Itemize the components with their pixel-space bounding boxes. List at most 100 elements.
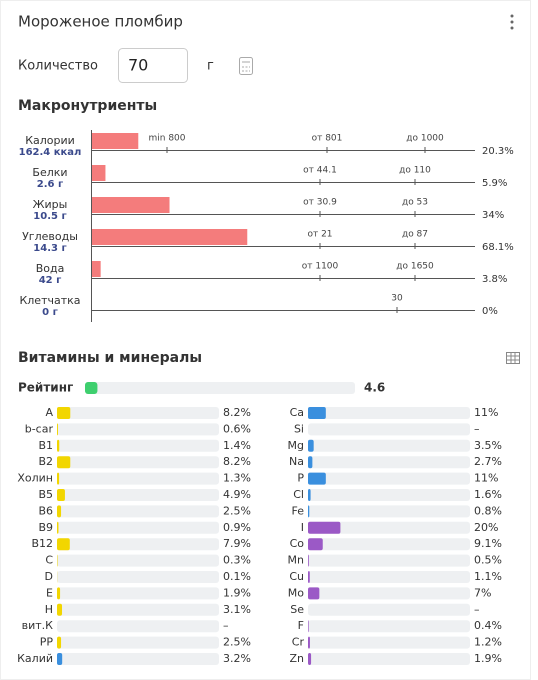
macro-bar <box>92 197 170 213</box>
menu-button[interactable] <box>510 14 514 30</box>
norm-label: до 53 <box>402 198 428 208</box>
macro-name: Жиры <box>33 198 68 211</box>
nutrient-track <box>308 571 470 583</box>
nutrient-bar <box>308 439 314 452</box>
nutrient-track <box>57 489 219 501</box>
nutrient-bar <box>308 636 310 649</box>
quantity-label: Количество <box>18 59 98 74</box>
rating-value: 4.6 <box>364 381 385 395</box>
macro-bar <box>92 133 139 149</box>
macro-name: Вода <box>36 262 65 275</box>
nutrient-bar <box>308 521 341 534</box>
nutrient-track <box>308 554 470 567</box>
nutrient-percent: 8.2% <box>223 406 251 419</box>
nutrient-bar <box>308 653 312 665</box>
nutrient-percent: 7.9% <box>223 537 251 550</box>
nutrient-name: b-car <box>25 422 54 435</box>
macro-amount: 162.4 ккал <box>19 147 82 158</box>
norm-label: до 1000 <box>406 134 444 144</box>
nutrient-track <box>57 538 219 551</box>
nutrient-percent: 2.5% <box>223 636 251 649</box>
macro-bar <box>92 165 106 181</box>
nutrient-track <box>308 489 470 501</box>
nutrient-name: PP <box>40 636 54 649</box>
nutrient-bar <box>308 472 326 485</box>
rating-label: Рейтинг <box>18 381 73 395</box>
nutrient-percent: 0.5% <box>474 554 502 567</box>
nutrient-bar <box>57 407 71 419</box>
nutrient-track <box>57 407 219 419</box>
nutrient-name: Na <box>289 455 304 468</box>
nutrient-percent: 0.9% <box>223 521 251 534</box>
nutrient-bar <box>57 587 61 600</box>
nutrient-bar <box>57 653 63 665</box>
nutrient-name: B6 <box>38 504 53 517</box>
table-icon[interactable] <box>506 352 520 365</box>
nutrient-name: B5 <box>38 488 53 501</box>
macro-bar <box>92 229 248 245</box>
norm-label: до 87 <box>402 230 428 240</box>
nutrient-name: Калий <box>17 652 53 665</box>
nutrient-bar <box>308 620 309 633</box>
nutrient-bar <box>57 456 71 469</box>
nutrient-bar <box>57 538 70 551</box>
nutrient-name: Co <box>290 537 305 550</box>
nutrient-bar <box>308 554 309 567</box>
nutrient-percent: 11% <box>474 406 498 419</box>
nutrient-percent: 1.2% <box>474 636 502 649</box>
nutrient-percent: – <box>474 603 480 616</box>
nutrient-name: Ca <box>290 406 304 419</box>
nutrient-percent: 3.2% <box>223 652 251 665</box>
nutrient-name: B12 <box>31 537 53 550</box>
title: Мороженое пломбир <box>18 13 183 31</box>
nutrient-track <box>57 636 219 649</box>
nutrient-track <box>57 554 219 567</box>
nutrient-track <box>308 653 470 665</box>
nutrient-track <box>57 439 219 452</box>
nutrient-name: Zn <box>289 652 304 665</box>
rating-track <box>85 382 355 394</box>
nutrient-track <box>308 636 470 649</box>
nutrient-bar <box>308 456 313 469</box>
nutrient-percent: 9.1% <box>474 537 502 550</box>
nutrient-percent: 1.9% <box>223 586 251 599</box>
nutrient-track <box>57 587 219 600</box>
norm-label: min 800 <box>148 134 185 144</box>
nutrient-percent: – <box>223 619 229 632</box>
nutrient-track <box>57 521 219 534</box>
nutrient-name: Cu <box>289 570 304 583</box>
nutrient-percent: 2.5% <box>223 504 251 517</box>
nutrient-bar <box>57 505 62 518</box>
nutrient-track <box>57 603 219 616</box>
nutrient-bar <box>308 505 310 518</box>
nutrient-percent: 20% <box>474 521 498 534</box>
nutrient-percent: 0.3% <box>223 554 251 567</box>
macro-amount: 42 г <box>39 275 62 286</box>
nutrient-name: вит.К <box>22 619 54 632</box>
macro-percent: 68.1% <box>482 242 514 253</box>
nutrient-percent: 1.4% <box>223 439 251 452</box>
nutrient-track <box>308 505 470 518</box>
nutrient-track <box>308 456 470 469</box>
nutrient-name: B9 <box>38 521 53 534</box>
nutrient-percent: 1.1% <box>474 570 502 583</box>
nutrient-name: E <box>46 586 53 599</box>
nutrient-name: Se <box>290 603 304 616</box>
quantity-input[interactable] <box>118 48 188 83</box>
nutrient-bar <box>308 571 310 583</box>
macro-amount: 0 г <box>42 307 58 318</box>
calculator-icon[interactable] <box>239 57 253 75</box>
macro-percent: 34% <box>482 210 504 221</box>
norm-label: 30 <box>391 294 403 304</box>
nutrient-percent: 1.9% <box>474 652 502 665</box>
nutrient-name: C <box>45 554 53 567</box>
nutrient-percent: 0.4% <box>474 619 502 632</box>
nutrient-percent: 1.3% <box>223 472 251 485</box>
macro-name: Клетчатка <box>19 294 80 307</box>
nutrient-track <box>308 620 470 633</box>
macro-name: Углеводы <box>22 230 78 243</box>
nutrient-track <box>308 521 470 534</box>
norm-label: от 801 <box>312 134 343 144</box>
nutrient-track <box>57 620 219 633</box>
macros-title: Макронутриенты <box>18 98 157 114</box>
